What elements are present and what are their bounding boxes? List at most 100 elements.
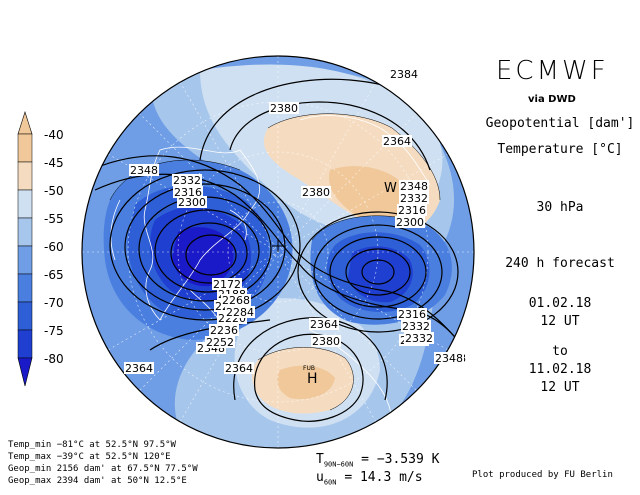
wind-line: u60N = 14.3 m/s [316, 470, 423, 487]
map-border [81, 55, 475, 449]
contour-label-text: 2364 [310, 318, 338, 331]
temp-max-stat: Temp_max −39°C at 52.5°N 120°E [8, 452, 171, 462]
contour-label-text: 2300 [178, 196, 206, 209]
contour-label-text: 2332 [400, 192, 428, 205]
wind-subscript: 60N [323, 478, 337, 487]
contour-label-text: 2332 [173, 174, 201, 187]
to-label: to [552, 344, 568, 359]
contour-label-text: 2364 [125, 362, 153, 375]
contour-label-text: 2348 [435, 352, 463, 365]
contour-label: 2284 [225, 306, 255, 319]
colorbar-swatch [17, 161, 33, 191]
map-disc [82, 56, 474, 448]
temp-diff-subscript: 90N−60N [323, 460, 354, 469]
colorbar-bottom-arrow [17, 357, 33, 387]
contour-label: 2364 [124, 362, 154, 375]
contour-label: 2380 [301, 186, 331, 199]
contour-label: 2316 [397, 204, 427, 217]
contour-label: 2332 [401, 320, 431, 333]
contour-label: 2348 [129, 164, 159, 177]
contour-label-text: 2364 [383, 135, 411, 148]
model-title: ECMWF [496, 56, 609, 86]
colorbar-top-arrow [17, 111, 33, 135]
init-time: 12 UT [540, 314, 580, 329]
contour-label: 2384 [389, 68, 419, 81]
contour-label: 2364 [382, 135, 412, 148]
wind-symbol: u [316, 470, 324, 485]
contour-label: 2380 [269, 102, 299, 115]
contour-label-text: 2300 [396, 216, 424, 229]
temp-diff-symbol: T [316, 452, 324, 467]
forecast-lead: 240 h forecast [505, 256, 615, 271]
colorbar-label: -70 [44, 296, 64, 310]
contour-label-text: 2348 [130, 164, 158, 177]
colorbar [17, 111, 33, 387]
contour-label-text: 2316 [174, 186, 202, 199]
field-geopotential: Geopotential [dam'] [485, 116, 635, 131]
geopotential-contours [89, 59, 473, 422]
source-label: via DWD [528, 94, 576, 105]
contour-label-text: 2380 [270, 102, 298, 115]
contour-label: 2332 [399, 192, 429, 205]
colorbar-label: -75 [44, 324, 64, 338]
contour-label: 2300 [395, 216, 425, 229]
valid-date: 11.02.18 [528, 362, 592, 377]
contour-label: 2300 [177, 196, 207, 209]
colorbar-swatch [17, 189, 33, 219]
contour-label-text: 2332 [405, 332, 433, 345]
colorbar-label: -80 [44, 352, 64, 366]
contour-label-text: 2364 [225, 362, 253, 375]
colorbar-label: -65 [44, 268, 64, 282]
colorbar-swatch [17, 329, 33, 359]
colorbar-swatch [17, 133, 33, 163]
colorbar-label: -60 [44, 240, 64, 254]
geop-min-stat: Geop_min 2156 dam' at 67.5°N 77.5°W [8, 464, 198, 474]
colorbar-swatch [17, 301, 33, 331]
credit-label: Plot produced by FU Berlin [472, 470, 613, 480]
contour-label-text: 2380 [302, 186, 330, 199]
colorbar-label: -45 [44, 156, 64, 170]
contour-label: 2380 [311, 335, 341, 348]
contour-label: 2172 [212, 278, 242, 291]
init-date: 01.02.18 [528, 296, 592, 311]
colorbar-label: -50 [44, 184, 64, 198]
contour-label-text: 2236 [210, 324, 238, 337]
colorbar-swatch [17, 217, 33, 247]
colorbar-swatch [17, 273, 33, 303]
field-temperature: Temperature [°C] [497, 142, 623, 157]
contour-label: 2332 [404, 332, 434, 345]
contour-label: 2332 [172, 174, 202, 187]
high-pressure-sublabel: FUB [303, 365, 315, 372]
contour-label: 2348 [399, 180, 429, 193]
contour-label: 2252 [205, 336, 235, 349]
high-pressure-label: H [307, 371, 318, 387]
contour-label: 2236 [209, 324, 239, 337]
pole-marker [272, 240, 284, 252]
contour-label: 2316 [397, 308, 427, 321]
contour-label-text: 2172 [213, 278, 241, 291]
contour-label-text: 2284 [226, 306, 254, 319]
warm-center-label: W [384, 181, 397, 196]
contour-label-text: 2316 [398, 308, 426, 321]
temp-diff-value: = −3.539 K [361, 452, 440, 467]
colorbar-label: -55 [44, 212, 64, 226]
contour-label-text: 2252 [206, 336, 234, 349]
contour-label: 2348 [434, 352, 464, 365]
contour-label-text: 2348 [400, 180, 428, 193]
contour-label-text: 2332 [402, 320, 430, 333]
contour-label: 2316 [173, 186, 203, 199]
contour-label-text: 2316 [398, 204, 426, 217]
temp-diff-line: T90N−60N = −3.539 K [316, 452, 439, 469]
contour-label-text: 2384 [390, 68, 418, 81]
geop-max-stat: Geop_max 2394 dam' at 50°N 12.5°E [8, 476, 187, 486]
colorbar-label: -40 [44, 128, 64, 142]
colorbar-swatch [17, 245, 33, 275]
pressure-level: 30 hPa [536, 200, 584, 215]
wind-value: = 14.3 m/s [344, 470, 423, 485]
contour-label: 2364 [224, 362, 254, 375]
contour-label: 2364 [309, 318, 339, 331]
contour-label-text: 2268 [222, 294, 250, 307]
temp-min-stat: Temp_min −81°C at 52.5°N 97.5°W [8, 440, 176, 450]
